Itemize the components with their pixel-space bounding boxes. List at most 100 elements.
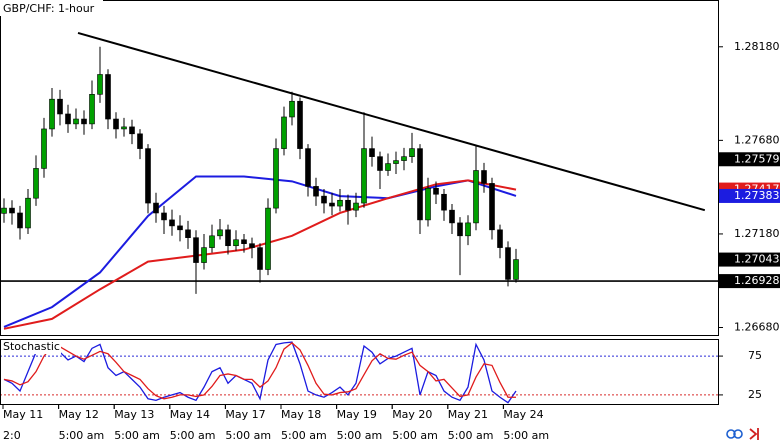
candle-body [481,170,487,184]
x-tick-label: 5:00 am [281,429,327,442]
candle-body [265,207,271,270]
candle-body [41,128,47,169]
candle-body [105,74,111,120]
x-tick-label: 2:0 [3,429,21,442]
candle-body [73,118,79,125]
candle-body [81,118,87,125]
candle-body [489,183,495,231]
candle-body [353,202,359,211]
candle-body [185,229,191,238]
price-marker [719,274,780,289]
candle-body [25,197,31,229]
x-tick-label: May 19 [337,408,377,421]
candle-body [417,148,423,221]
main-frame [0,0,719,336]
candle-body [345,199,351,211]
y-tick-label: 1.27680 [734,133,780,146]
price-marker-label: 1.27043 [734,253,780,266]
candle-body [441,193,447,211]
candle-body [377,156,383,171]
candle-body [425,187,431,221]
candle-body [161,212,167,221]
x-tick-label: 5:00 am [225,429,271,442]
candle-body [209,235,215,248]
x-tick-label: May 17 [225,408,265,421]
moving-average [3,175,517,328]
y-tick-label: 25 [748,388,762,401]
candle-body [297,100,303,149]
x-tick-label: May 14 [170,408,210,421]
candle-body [153,202,159,214]
candle-body [409,148,415,157]
candle-body [385,163,391,171]
x-tick-label: May 11 [3,408,43,421]
x-tick-label: 5:00 am [503,429,549,442]
y-tick-label: 1.28180 [734,40,780,53]
candle-body [1,207,7,214]
x-tick-label: May 12 [59,408,99,421]
x-tick-label: May 20 [392,408,432,421]
trendline [77,31,706,212]
candle-body [281,116,287,149]
candle-body [145,148,151,204]
candle-body [273,148,279,209]
link-icon[interactable] [726,429,736,439]
x-tick-label: 5:00 am [392,429,438,442]
candle-body [177,225,183,231]
candle-body [457,222,463,237]
link-icon[interactable] [733,429,743,439]
candle-body [33,168,39,199]
candle-body [201,247,207,263]
candle-body [289,100,295,118]
title-box [0,0,103,16]
y-tick-label: 1.27180 [734,227,780,240]
candle-body [225,229,231,247]
candle-body [121,126,127,130]
stochastic-line [3,341,517,404]
candle-body [89,94,95,125]
price-marker-label: 1.26928 [734,274,780,287]
x-tick-label: 5:00 am [170,429,216,442]
y-tick-label: 75 [748,349,762,362]
candle-body [313,186,319,197]
price-marker [719,152,780,167]
candle-body [473,170,479,224]
candle-body [505,247,511,280]
candle-body [337,199,343,207]
price-marker-label: 1.27383 [734,189,780,202]
x-tick-label: 5:00 am [114,429,160,442]
candle-body [369,148,375,157]
scroll-end-icon[interactable] [749,428,759,440]
candle-body [305,148,311,187]
candle-body [49,98,55,130]
stochastic-title-box [1,340,61,354]
chart-title: GBP/CHF: 1-hour [3,2,95,15]
candle-body [241,239,247,244]
candle-body [449,209,455,224]
candle-body [465,222,471,237]
candle-body [169,219,175,227]
x-tick-label: May 18 [281,408,321,421]
x-tick-label: 5:00 am [59,429,105,442]
price-marker-label: 1.27579 [734,152,780,165]
candle-body [329,202,335,207]
toolbar-icons[interactable] [726,428,759,440]
price-marker [719,188,780,203]
candle-body [249,243,255,248]
candle-body [497,229,503,248]
candle-body [97,74,103,95]
x-tick-label: 5:00 am [448,429,494,442]
candle-body [193,237,199,263]
candle-body [9,207,15,214]
stochastic-line [3,342,516,400]
candle-body [137,133,143,149]
x-tick-label: May 13 [114,408,154,421]
candle-body [217,229,223,237]
candle-body [57,98,63,115]
x-tick-label: May 24 [503,408,543,421]
candle-body [393,160,399,164]
candle-body [65,113,71,125]
y-tick-label: 1.26680 [734,321,780,334]
